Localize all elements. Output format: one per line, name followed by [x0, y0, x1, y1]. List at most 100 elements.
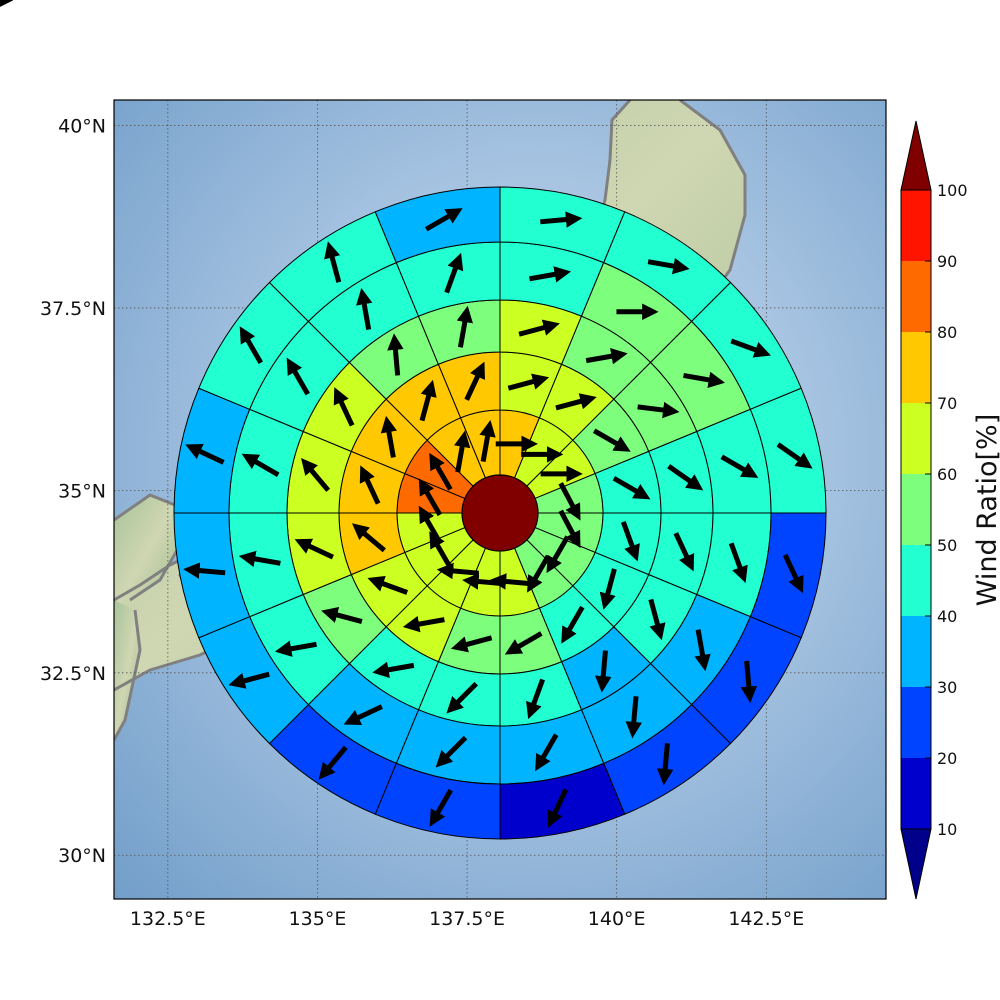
- wind-arrow: [419, 379, 437, 422]
- longitude-tick-labels: 132.5°E 135°E 137.5°E 140°E 142.5°E: [130, 908, 804, 930]
- wind-arrow: [518, 319, 560, 337]
- colorbar-title: Wind Ratio[%]: [972, 414, 1000, 606]
- colorbar-block: [901, 190, 931, 261]
- wind-arrow: [446, 681, 479, 714]
- colorbar-blocks: [900, 189, 932, 830]
- center-disc: [461, 474, 539, 552]
- wind-arrow: [546, 535, 570, 574]
- colorbar-block: [901, 474, 931, 545]
- wind-arrow: [585, 348, 628, 365]
- colorbar-over-triangle: [900, 120, 932, 191]
- wind-arrow: [301, 457, 331, 492]
- colorbar-tick-label: 30: [937, 678, 957, 697]
- wind-arrow: [418, 478, 443, 517]
- wind-arrow: [183, 562, 226, 579]
- wind-arrow: [367, 575, 409, 595]
- wind-arrow: [776, 442, 813, 469]
- colorbar-tick-label: 90: [937, 252, 957, 271]
- wind-arrow: [185, 444, 225, 465]
- wind-arrow: [444, 252, 464, 294]
- colorbar-block: [901, 758, 931, 829]
- wind-arrow: [402, 615, 445, 633]
- wind-arrow: [595, 650, 612, 693]
- wind-arrow: [558, 509, 581, 549]
- colorbar-tick-label: 20: [937, 749, 957, 768]
- colorbar-block: [901, 261, 931, 332]
- longitude-tick-label: 135°E: [289, 908, 347, 930]
- wind-direction-arrows: [183, 208, 813, 828]
- wind-arrow: [694, 629, 711, 672]
- wind-arrow: [479, 420, 496, 463]
- wind-arrow: [730, 338, 771, 358]
- wind-arrow: [558, 482, 581, 521]
- longitude-tick-label: 132.5°E: [130, 908, 206, 930]
- wind-arrow: [637, 401, 680, 419]
- wind-arrow: [740, 660, 758, 703]
- colorbar-tick-label: 100: [937, 181, 968, 200]
- wind-arrow: [625, 696, 642, 739]
- longitude-tick-label: 140°E: [588, 908, 646, 930]
- colorbar-block: [901, 545, 931, 616]
- wind-arrow: [612, 476, 651, 500]
- wind-arrow: [424, 208, 463, 232]
- kyushu-south-coastline: [114, 609, 142, 741]
- wind-arrow: [683, 371, 726, 389]
- wind-arrow: [592, 428, 631, 452]
- colorbar-under-triangle: [900, 828, 932, 900]
- wind-arrow: [274, 640, 317, 657]
- wind-arrow: [464, 361, 485, 401]
- kyushu-south-land: [114, 600, 140, 740]
- wind-arrow: [489, 573, 532, 590]
- wind-arrow: [238, 550, 281, 567]
- colorbar-tick-label: 50: [937, 536, 957, 555]
- longitude-tick-label: 137.5°E: [429, 908, 505, 930]
- wind-arrow: [540, 211, 583, 228]
- wind-arrow: [720, 454, 759, 478]
- wind-arrow: [321, 606, 363, 624]
- latitude-tick-label: 30°N: [58, 845, 106, 867]
- colorbar-tick-labels: 10 20 30 40 50 60 70 80 90 100: [925, 181, 968, 839]
- wind-arrow: [454, 430, 471, 473]
- wind-arrow: [435, 735, 468, 768]
- wind-arrow: [241, 453, 280, 477]
- wind-arrow: [555, 393, 597, 411]
- wind-arrow: [647, 258, 690, 275]
- wind-arrow: [387, 333, 404, 376]
- wind-arrow: [294, 538, 334, 560]
- wind-arrow: [456, 305, 473, 348]
- wind-arrow: [529, 266, 572, 283]
- wind-arrow: [656, 743, 674, 786]
- colorbar-tick-label: 80: [937, 323, 957, 342]
- wind-arrow: [527, 554, 551, 593]
- wind-arrow: [228, 671, 270, 689]
- wind-arrow: [535, 733, 559, 772]
- colorbar-tick-label: 70: [937, 394, 957, 413]
- wind-arrow: [380, 415, 398, 458]
- wind-arrow: [667, 464, 704, 491]
- wind-arrow: [429, 531, 453, 570]
- wind-arrow: [429, 788, 453, 827]
- longitude-tick-label: 142.5°E: [728, 908, 804, 930]
- wind-arrow: [599, 568, 617, 610]
- wind-arrow: [507, 373, 550, 391]
- wind-arrow: [418, 505, 443, 544]
- latitude-tick-label: 32.5°N: [40, 663, 106, 685]
- wind-arrow: [324, 241, 342, 283]
- colorbar-block: [901, 687, 931, 758]
- wind-arrow: [343, 704, 383, 725]
- wind-arrow: [673, 532, 695, 572]
- wind-arrow: [356, 287, 373, 330]
- colorbar: 10 20 30 40 50 60 70 80 90 100 Wind Ratio[%]: [900, 120, 1000, 900]
- latitude-tick-label: 37.5°N: [40, 298, 106, 320]
- wind-arrow: [462, 573, 505, 590]
- wind-arrow: [728, 542, 748, 583]
- wind-arrow: [526, 678, 545, 720]
- wind-arrow: [620, 520, 640, 562]
- wind-arrow: [436, 562, 479, 580]
- kyushu-land: [114, 495, 180, 610]
- map-panel: [113, 99, 887, 900]
- wind-arrow: [450, 635, 493, 653]
- wind-arrow: [351, 523, 386, 553]
- latitude-tick-labels: 40°N 37.5°N 35°N 32.5°N 30°N: [40, 116, 106, 868]
